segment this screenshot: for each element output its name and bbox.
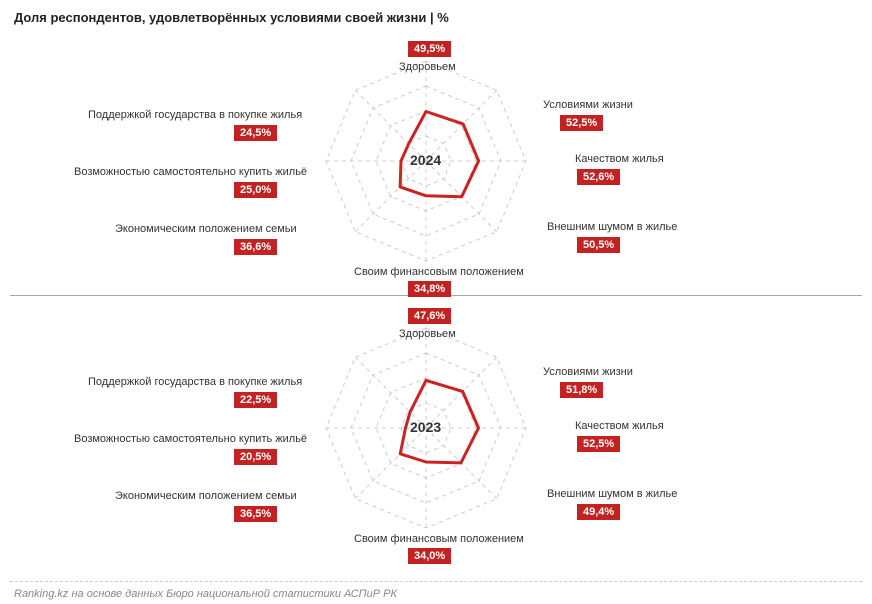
footer-source: Ranking.kz на основе данных Бюро национа…: [14, 588, 397, 600]
value-badge: 47,6%: [408, 308, 451, 324]
year-label: 2024: [410, 152, 441, 168]
value-badge: 34,8%: [408, 281, 451, 297]
radar-chart-2023: Здоровьем 47,6% Условиями жизни 51,8% Качест…: [0, 298, 872, 560]
value-badge: 52,5%: [577, 436, 620, 452]
value-badge: 49,5%: [408, 41, 451, 57]
value-badge: 52,6%: [577, 169, 620, 185]
value-badge: 36,6%: [234, 239, 277, 255]
axis-label: Возможностью самостоятельно купить жильё: [74, 166, 307, 178]
value-badge: 24,5%: [234, 125, 277, 141]
axis-label: Условиями жизни: [543, 99, 633, 111]
axis-label: Своим финансовым положением: [354, 533, 524, 545]
axis-label: Экономическим положением семьи: [115, 223, 297, 235]
axis-label: Качеством жилья: [575, 420, 664, 432]
axis-label: Качеством жилья: [575, 153, 664, 165]
axis-label: Экономическим положением семьи: [115, 490, 297, 502]
radar-chart-2024: Здоровьем 49,5% Условиями жизни 52,5% Качест…: [0, 31, 872, 293]
axis-label: Здоровьем: [399, 328, 456, 340]
chart-title: Доля респондентов, удовлетворённых услов…: [0, 0, 872, 31]
axis-label: Своим финансовым положением: [354, 266, 524, 278]
axis-label: Внешним шумом в жилье: [547, 488, 677, 500]
value-badge: 50,5%: [577, 237, 620, 253]
value-badge: 36,5%: [234, 506, 277, 522]
axis-label: Поддержкой государства в покупке жилья: [88, 109, 302, 121]
value-badge: 49,4%: [577, 504, 620, 520]
value-badge: 20,5%: [234, 449, 277, 465]
value-badge: 52,5%: [560, 115, 603, 131]
axis-label: Внешним шумом в жилье: [547, 221, 677, 233]
value-badge: 22,5%: [234, 392, 277, 408]
axis-label: Здоровьем: [399, 61, 456, 73]
year-label: 2023: [410, 419, 441, 435]
axis-label: Возможностью самостоятельно купить жильё: [74, 433, 307, 445]
axis-label: Условиями жизни: [543, 366, 633, 378]
value-badge: 25,0%: [234, 182, 277, 198]
axis-label: Поддержкой государства в покупке жилья: [88, 376, 302, 388]
value-badge: 34,0%: [408, 548, 451, 564]
footer-divider: [10, 581, 862, 582]
value-badge: 51,8%: [560, 382, 603, 398]
